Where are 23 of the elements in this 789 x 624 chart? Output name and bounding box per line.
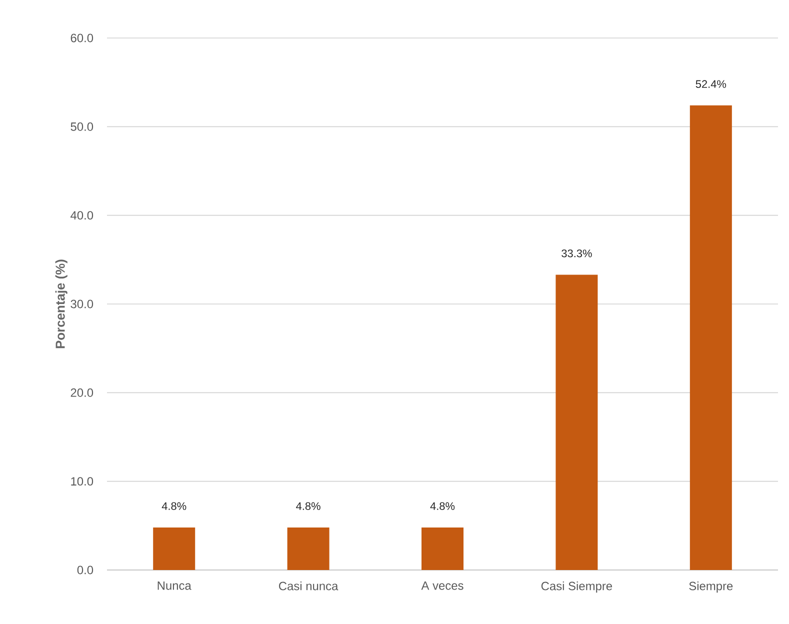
x-tick-label: A veces bbox=[421, 581, 464, 590]
data-label: 33.3% bbox=[562, 250, 592, 258]
data-label: 4.8% bbox=[162, 502, 186, 510]
y-axis-title: Porcentaje (%) bbox=[55, 260, 68, 348]
bar bbox=[153, 527, 196, 570]
data-label: 52.4% bbox=[696, 80, 726, 88]
x-tick-label: Casi nunca bbox=[279, 581, 338, 590]
y-tick-label: 30.0 bbox=[70, 300, 94, 308]
data-label: 4.8% bbox=[296, 502, 320, 510]
y-tick-label: 20.0 bbox=[70, 388, 94, 397]
y-tick-label: 40.0 bbox=[70, 211, 94, 220]
bar bbox=[287, 527, 330, 570]
x-tick-label: Siempre bbox=[689, 581, 733, 593]
y-tick-label: 60.0 bbox=[70, 34, 94, 42]
data-label: 4.8% bbox=[430, 502, 455, 510]
x-tick-label: Nunca bbox=[158, 581, 192, 590]
x-tick-label: Casi Siempre bbox=[541, 581, 612, 593]
y-tick-label: 50.0 bbox=[70, 122, 94, 131]
y-tick-label: 10.0 bbox=[71, 477, 94, 486]
bar bbox=[690, 105, 732, 570]
bar bbox=[422, 527, 464, 570]
bar bbox=[556, 274, 598, 570]
y-tick-label: 0.0 bbox=[77, 566, 94, 574]
